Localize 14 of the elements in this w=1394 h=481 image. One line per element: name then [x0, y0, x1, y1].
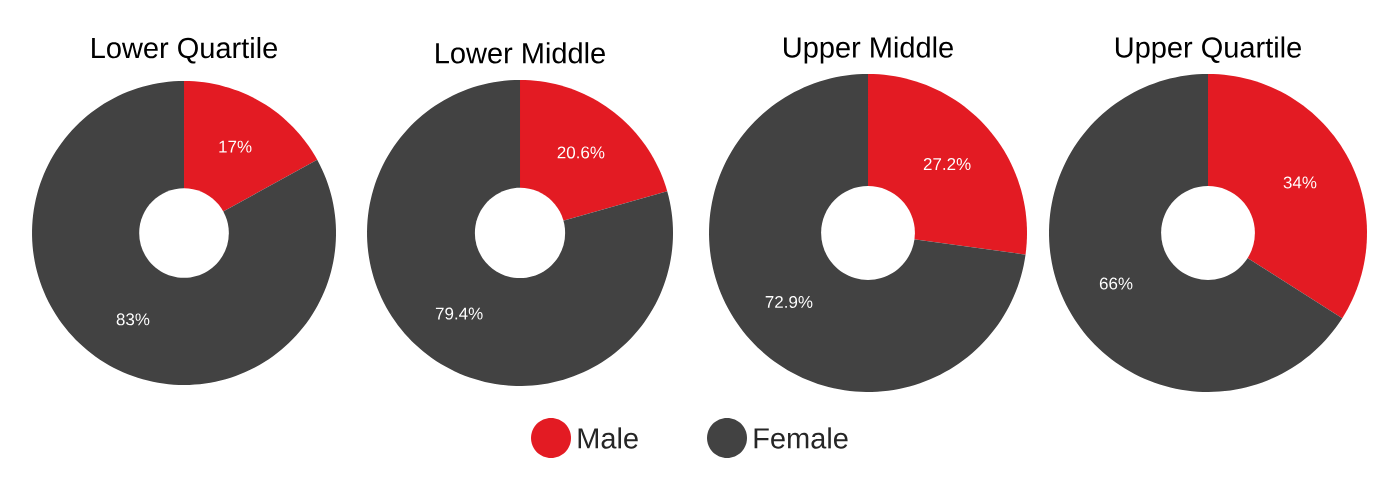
- chart-title: Lower Middle: [436, 42, 605, 64]
- data-label: 34%: [1283, 176, 1317, 189]
- data-label: 20.6%: [557, 146, 605, 159]
- chart-title: Upper Middle: [784, 36, 953, 64]
- legend-label: Female: [754, 427, 848, 449]
- data-label: 66%: [1099, 277, 1133, 290]
- data-label: 83%: [116, 313, 150, 326]
- legend-label: Male: [578, 427, 638, 449]
- data-label: 72.9%: [765, 295, 813, 308]
- chart-title: Upper Quartile: [1115, 36, 1301, 64]
- data-label: 79.4%: [435, 307, 483, 320]
- data-label: 27.2%: [923, 158, 971, 170]
- chart-title: Lower Quartile: [92, 36, 277, 64]
- data-label: 17%: [219, 140, 252, 153]
